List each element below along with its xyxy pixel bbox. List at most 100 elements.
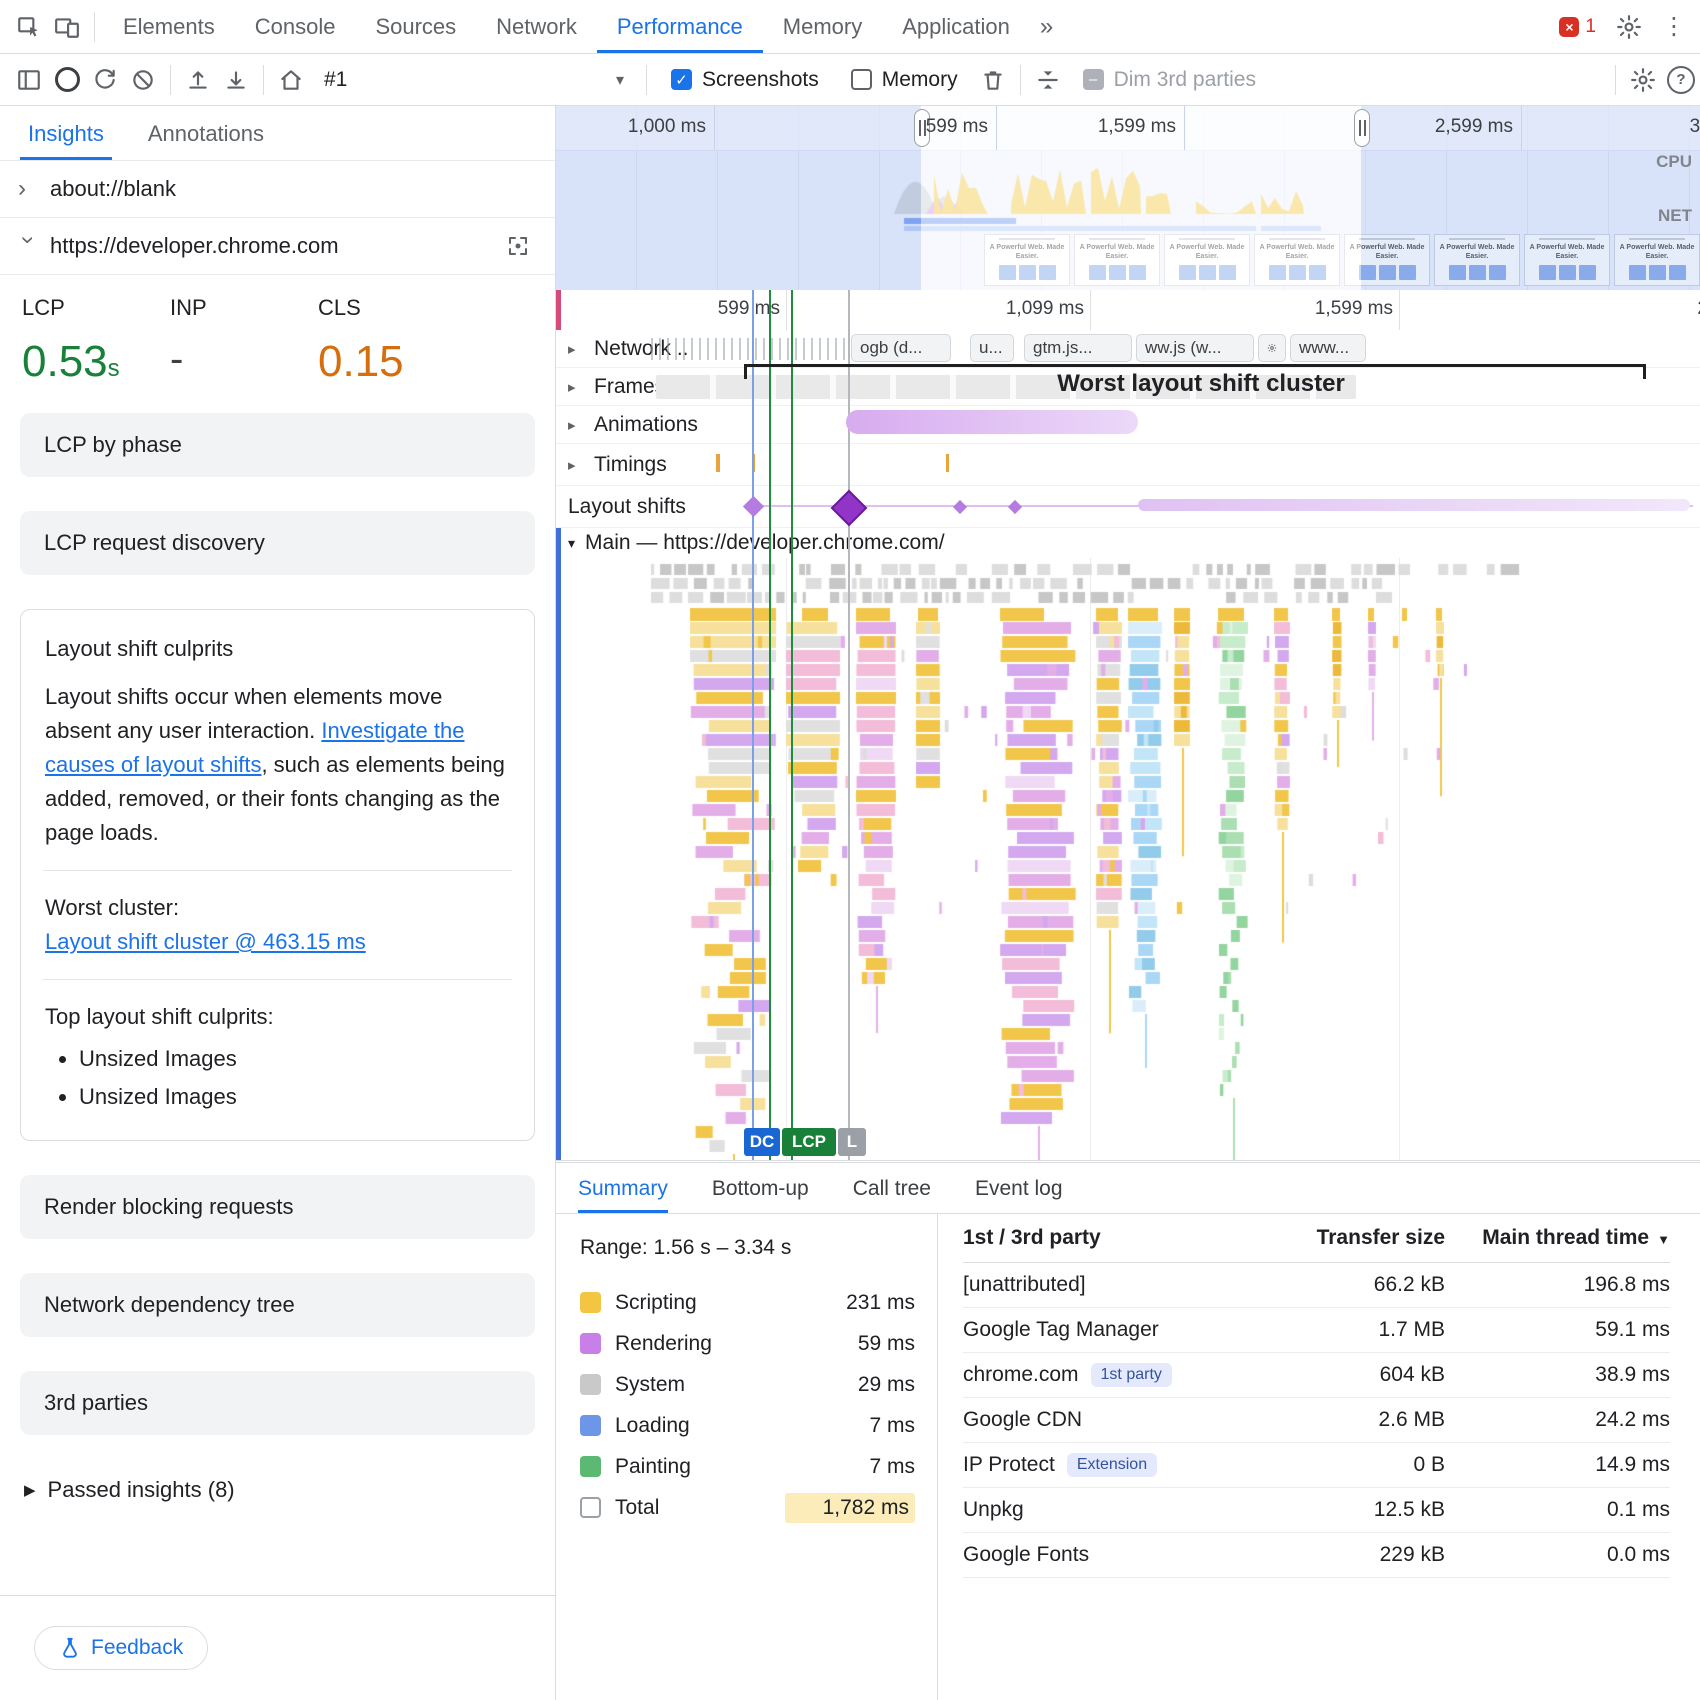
tab-insights[interactable]: Insights [20,107,112,160]
dim-3rd-parties-checkbox[interactable]: – Dim 3rd parties [1083,68,1256,92]
tab-network[interactable]: Network [476,0,597,53]
collapse-tracks-icon[interactable] [1029,61,1067,99]
metric-lcp[interactable]: LCP 0.53s [22,295,170,387]
kebab-menu-icon[interactable]: ⋮ [1648,12,1700,41]
screenshots-checkbox[interactable]: ✓ Screenshots [671,68,819,92]
insight-card-lcp-request-discovery[interactable]: LCP request discovery [20,511,535,575]
memory-checkbox[interactable]: Memory [851,68,958,92]
reload-and-record-icon[interactable] [86,61,124,99]
metric-inp[interactable]: INP - [170,295,318,387]
insight-card-render-blocking[interactable]: Render blocking requests [20,1175,535,1239]
network-request-chip[interactable]: ogb (d... [851,334,951,362]
layout-shifts-track[interactable]: Layout shifts [556,486,1700,528]
tab-application[interactable]: Application [882,0,1030,53]
divider [1615,65,1616,95]
column-header-size[interactable]: Transfer size [1255,1226,1445,1250]
network-request-chip[interactable]: ww.js (w... [1136,334,1254,362]
column-header-time[interactable]: Main thread time▼ [1445,1226,1670,1250]
record-button[interactable] [48,61,86,99]
help-icon[interactable]: ? [1662,61,1700,99]
sidebar-footer: Feedback [0,1595,555,1700]
tab-performance[interactable]: Performance [597,0,763,53]
tab-summary[interactable]: Summary [578,1164,668,1213]
selection-handle-right[interactable] [1354,109,1370,147]
table-row[interactable]: [unattributed] 66.2 kB 196.8 ms [963,1263,1670,1308]
loading-color-swatch [580,1415,601,1436]
layout-shift-diamond[interactable] [1008,500,1022,514]
worst-cluster-link[interactable]: Layout shift cluster @ 463.15 ms [45,929,366,954]
field-data-picker-icon[interactable] [499,227,537,265]
transfer-size: 604 kB [1255,1363,1445,1387]
table-row[interactable]: Google CDN 2.6 MB 24.2 ms [963,1398,1670,1443]
metric-cls[interactable]: CLS 0.15 [318,295,466,387]
timings-track-label: Timings [594,453,667,477]
insight-card-3rd-parties[interactable]: 3rd parties [20,1371,535,1435]
settings-gear-icon[interactable] [1610,8,1648,46]
table-row[interactable]: Unpkg 12.5 kB 0.1 ms [963,1488,1670,1533]
insight-card-lcp-by-phase[interactable]: LCP by phase [20,413,535,477]
capture-settings-gear-icon[interactable] [1624,61,1662,99]
flame-chart[interactable] [556,558,1700,1160]
dcl-marker-line [752,290,754,1160]
metric-label: INP [170,295,318,321]
clear-recording-icon[interactable] [124,61,162,99]
feedback-button[interactable]: Feedback [34,1626,208,1670]
table-row[interactable]: Google Tag Manager 1.7 MB 59.1 ms [963,1308,1670,1353]
table-row[interactable]: IP ProtectExtension 0 B 14.9 ms [963,1443,1670,1488]
insight-card-layout-shift-culprits[interactable]: Layout shift culprits Layout shifts occu… [20,609,535,1141]
legend-label: Painting [615,1455,785,1479]
recording-select[interactable]: #1 ▾ [310,68,638,92]
legend-row-total: Total 1,782 ms [580,1487,915,1528]
divider [94,12,95,42]
gear-request-chip[interactable] [1258,334,1286,362]
inspect-element-icon[interactable] [10,8,48,46]
passed-insights-toggle[interactable]: ▶ Passed insights (8) [0,1469,555,1511]
tab-call-tree[interactable]: Call tree [853,1164,931,1213]
column-header-party[interactable]: 1st / 3rd party [963,1226,1255,1250]
transfer-size: 12.5 kB [1255,1498,1445,1522]
network-request-chip[interactable]: u... [970,334,1014,362]
main-thread-track-header[interactable]: ▾ Main — https://developer.chrome.com/ [556,528,1700,558]
device-toolbar-icon[interactable] [48,8,86,46]
collect-garbage-icon[interactable] [974,61,1012,99]
more-tabs-icon[interactable]: » [1030,13,1063,41]
layout-shift-cluster-bar[interactable] [1138,499,1690,511]
culprits-list: Unsized Images Unsized Images [45,1042,510,1114]
ruler-time-label: 1,099 ms [1006,298,1084,320]
network-track[interactable]: ▸ Network .. ogb (d... u... gtm.js... ww… [556,330,1700,368]
insight-card-network-tree[interactable]: Network dependency tree [20,1273,535,1337]
timings-track[interactable]: ▸ Timings [556,444,1700,486]
legend-value: 59 ms [785,1332,915,1356]
timeline-overview[interactable]: A Powerful Web. Made Easier.A Powerful W… [556,106,1700,291]
save-profile-icon[interactable] [217,61,255,99]
tab-console[interactable]: Console [235,0,356,53]
live-metrics-home-icon[interactable] [272,61,310,99]
tab-memory[interactable]: Memory [763,0,882,53]
third-party-table: 1st / 3rd party Transfer size Main threa… [939,1214,1700,1700]
layout-shift-diamond[interactable] [743,496,764,517]
flame-chart-canvas[interactable] [556,558,1700,1160]
overview-dim-left [556,106,921,290]
tab-event-log[interactable]: Event log [975,1164,1063,1213]
tab-bottom-up[interactable]: Bottom-up [712,1164,809,1213]
tab-elements[interactable]: Elements [103,0,235,53]
worst-cluster-label: Worst layout shift cluster [1046,370,1356,398]
table-row[interactable]: Google Fonts 229 kB 0.0 ms [963,1533,1670,1578]
tab-annotations[interactable]: Annotations [140,107,272,160]
network-track-color-strip [556,290,561,330]
table-row[interactable]: chrome.com1st party 604 kB 38.9 ms [963,1353,1670,1398]
tab-sources[interactable]: Sources [355,0,476,53]
error-indicator[interactable]: × 1 [1559,16,1596,38]
network-request-chip[interactable]: gtm.js... [1024,334,1132,362]
toggle-sidebar-icon[interactable] [10,61,48,99]
page-row-about-blank[interactable]: › about://blank [0,161,555,218]
load-profile-icon[interactable] [179,61,217,99]
network-request-chip[interactable]: www... [1290,334,1366,362]
worst-cluster-highlight[interactable] [846,410,1138,434]
layout-shift-diamond[interactable] [953,500,967,514]
scripting-color-swatch [580,1292,601,1313]
network-request-ticks [651,338,847,360]
core-web-vitals: LCP 0.53s INP - CLS 0.15 [0,275,555,413]
layout-shift-diamond-selected[interactable] [831,490,868,527]
page-row-site[interactable]: › https://developer.chrome.com [0,218,555,275]
